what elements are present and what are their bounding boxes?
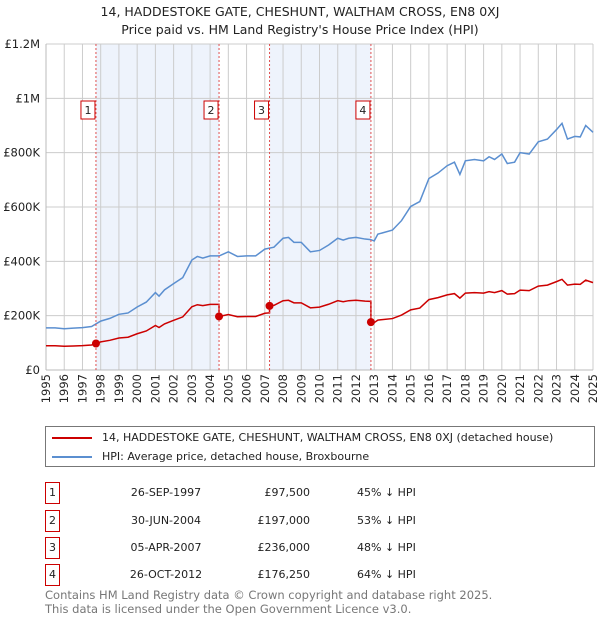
x-tick-label: 2011: [331, 374, 345, 403]
footer-line2: This data is licensed under the Open Gov…: [45, 602, 412, 616]
y-tick-label: £800K: [3, 146, 40, 160]
legend-label-property: 14, HADDESTOKE GATE, CHESHUNT, WALTHAM C…: [102, 431, 554, 444]
sale-number: 1: [45, 482, 60, 504]
x-tick-label: 2018: [458, 374, 472, 403]
x-tick-label: 2025: [586, 374, 600, 403]
y-tick-label: £600K: [3, 200, 40, 214]
sale-point: [265, 301, 274, 310]
sale-price: £236,000: [257, 541, 311, 554]
sale-label: 1: [84, 104, 91, 117]
sale-label-box: [80, 100, 96, 120]
sale-price: £197,000: [257, 514, 311, 527]
sale-number: 2: [45, 510, 60, 532]
chart-title: 14, HADDESTOKE GATE, CHESHUNT, WALTHAM C…: [100, 4, 500, 19]
x-tick-label: 2009: [294, 374, 308, 403]
sale-label-box: [355, 100, 371, 120]
x-tick-label: 1995: [39, 374, 53, 403]
x-tick-label: 1996: [57, 374, 71, 403]
x-tick-label: 2014: [385, 374, 399, 403]
sale-row: 4 26-OCT-2012 £176,250 64% ↓ HPI: [45, 564, 545, 586]
hpi-line: [46, 121, 594, 330]
x-tick-label: 2008: [276, 374, 290, 403]
x-tick-label: 2000: [130, 374, 144, 403]
sale-label: 3: [258, 104, 265, 117]
sale-date: 05-APR-2007: [130, 541, 202, 554]
x-tick-label: 2012: [349, 374, 363, 403]
legend-label-hpi: HPI: Average price, detached house, Brox…: [102, 450, 370, 463]
sale-point: [91, 339, 100, 348]
y-tick-label: £0: [25, 363, 40, 377]
x-tick-label: 1997: [75, 374, 89, 403]
sale-hpi-diff: 45% ↓ HPI: [357, 486, 416, 499]
x-tick-label: 2017: [440, 374, 454, 403]
chart-subtitle: Price paid vs. HM Land Registry's House …: [121, 22, 479, 37]
plot-area: 1995 1996 1997 1998 1999 2000 2001 2002 2003 2004…: [3, 37, 600, 403]
x-tick-label: 2004: [203, 374, 217, 403]
x-tick-label: 2023: [550, 374, 564, 403]
sale-price: £97,500: [264, 486, 311, 499]
x-tick-label: 2007: [258, 374, 272, 403]
x-tick-label: 2006: [240, 374, 254, 403]
x-tick-label: 2021: [513, 374, 527, 403]
sale-row: 1 26-SEP-1997 £97,500 45% ↓ HPI: [45, 482, 545, 504]
footer-line1: Contains HM Land Registry data © Crown c…: [45, 588, 493, 602]
legend-swatch-property: [52, 437, 92, 439]
y-tick-label: £400K: [3, 254, 40, 268]
y-tick-label: £1M: [15, 91, 40, 105]
x-tick-label: 2024: [568, 374, 582, 403]
x-tick-label: 2019: [477, 374, 491, 403]
sale-label-box: [203, 100, 219, 120]
x-tick-label: 2005: [221, 374, 235, 403]
x-tick-label: 2010: [313, 374, 327, 403]
x-tick-label: 2002: [167, 374, 181, 403]
x-tick-label: 2020: [495, 374, 509, 403]
legend-swatch-hpi: [52, 456, 92, 458]
sale-label: 2: [208, 104, 215, 117]
sale-date: 26-OCT-2012: [129, 568, 203, 581]
legend-item-property: 14, HADDESTOKE GATE, CHESHUNT, WALTHAM C…: [52, 431, 553, 445]
sale-price: £176,250: [257, 568, 311, 581]
sale-point: [215, 312, 224, 321]
x-tick-label: 2016: [422, 374, 436, 403]
sale-row: 3 05-APR-2007 £236,000 48% ↓ HPI: [45, 537, 545, 559]
property-price-line: [46, 278, 594, 348]
x-tick-label: 1999: [112, 374, 126, 403]
x-tick-label: 2003: [185, 374, 199, 403]
y-tick-label: £1.2M: [4, 37, 40, 51]
sale-row: 2 30-JUN-2004 £197,000 53% ↓ HPI: [45, 510, 545, 532]
sale-number: 4: [45, 564, 60, 586]
x-tick-label: 2015: [404, 374, 418, 403]
sale-date: 30-JUN-2004: [130, 514, 202, 527]
sale-date: 26-SEP-1997: [130, 486, 202, 499]
sale-hpi-diff: 53% ↓ HPI: [357, 514, 416, 527]
legend: 14, HADDESTOKE GATE, CHESHUNT, WALTHAM C…: [45, 426, 595, 467]
sale-point: [366, 318, 375, 327]
sale-hpi-diff: 64% ↓ HPI: [357, 568, 416, 581]
x-tick-label: 2013: [367, 374, 381, 403]
sale-label: 4: [359, 104, 366, 117]
y-tick-label: £200K: [3, 309, 40, 323]
legend-item-hpi: HPI: Average price, detached house, Brox…: [52, 450, 369, 464]
x-tick-label: 2022: [531, 374, 545, 403]
x-tick-label: 1998: [94, 374, 108, 403]
sale-number: 3: [45, 537, 60, 559]
sale-hpi-diff: 48% ↓ HPI: [357, 541, 416, 554]
sale-label-box: [254, 100, 270, 120]
x-tick-label: 2001: [148, 374, 162, 403]
